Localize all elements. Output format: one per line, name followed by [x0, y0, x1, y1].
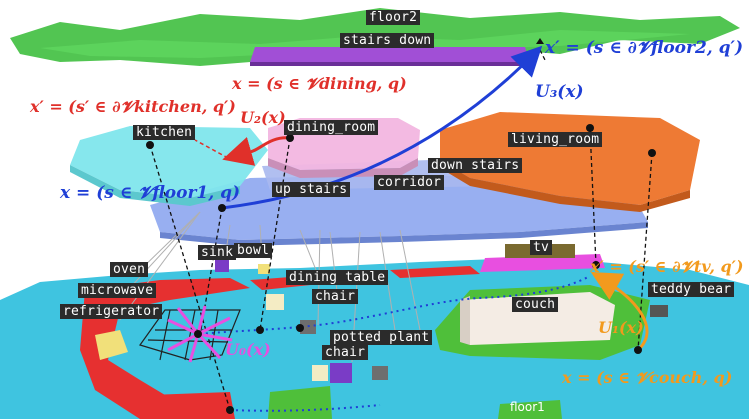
living-room-block — [440, 112, 700, 205]
x-couch-annotation: x = (s ∈ 𝓥couch, q) — [562, 368, 733, 387]
dining-table-label: dining table — [286, 270, 389, 285]
couch-label: couch — [512, 297, 559, 312]
x-dining-annotation: x = (s ∈ 𝓥dining, q) — [232, 74, 407, 93]
x-floor2-annotation: x′ = (s ∈ ∂𝓥floor2, q′) — [545, 38, 744, 58]
dining-room-label: dining_room — [284, 120, 379, 135]
living-room-label: living_room — [508, 132, 603, 147]
kitchen-label: kitchen — [133, 125, 196, 140]
up-stairs-label: up stairs — [272, 182, 351, 197]
u3-arrow — [221, 45, 543, 210]
chair-label-1: chair — [312, 289, 359, 304]
x-kitchen-annotation: x′ = (s′ ∈ ∂𝓥kitchen, q′) — [30, 97, 236, 116]
floor1-walls — [80, 278, 250, 419]
graph-nodes — [146, 124, 656, 414]
u3-annotation: U₃(x) — [535, 82, 584, 102]
floor1-label: floor1 — [510, 400, 545, 414]
tv-block — [480, 254, 605, 272]
refrigerator-label: refrigerator — [60, 304, 163, 319]
u0-starburst — [167, 305, 233, 363]
kitchen-block — [70, 126, 268, 198]
down-stairs-label: down stairs — [428, 158, 523, 173]
u1-arrow — [590, 272, 649, 352]
bowl-label: bowl — [234, 243, 273, 258]
x-tv-annotation: x′ = (s′ ∈ ∂𝓥tv, q′) — [590, 257, 744, 276]
floor2-label: floor2 — [366, 10, 421, 25]
stairs-down-label: stairs down — [340, 33, 435, 48]
sink-label: sink — [198, 245, 237, 260]
chair-label-2: chair — [322, 345, 369, 360]
potted-plant-label: potted plant — [330, 330, 433, 345]
u0-annotation: U₀(x) — [225, 340, 271, 359]
u2-arrow — [222, 136, 291, 166]
corridor-label: corridor — [374, 175, 445, 190]
oven-label: oven — [110, 262, 149, 277]
couch-block — [460, 292, 615, 345]
u1-annotation: U₁(x) — [598, 318, 644, 337]
u2-annotation: U₂(x) — [240, 108, 286, 127]
x-floor1-annotation: x = (s ∈ 𝓥floor1, q) — [60, 183, 241, 203]
stairs-down-block — [250, 47, 530, 62]
teddy-bear-label: teddy bear — [648, 282, 735, 297]
microwave-label: microwave — [78, 283, 157, 298]
tv-label: tv — [530, 240, 553, 255]
